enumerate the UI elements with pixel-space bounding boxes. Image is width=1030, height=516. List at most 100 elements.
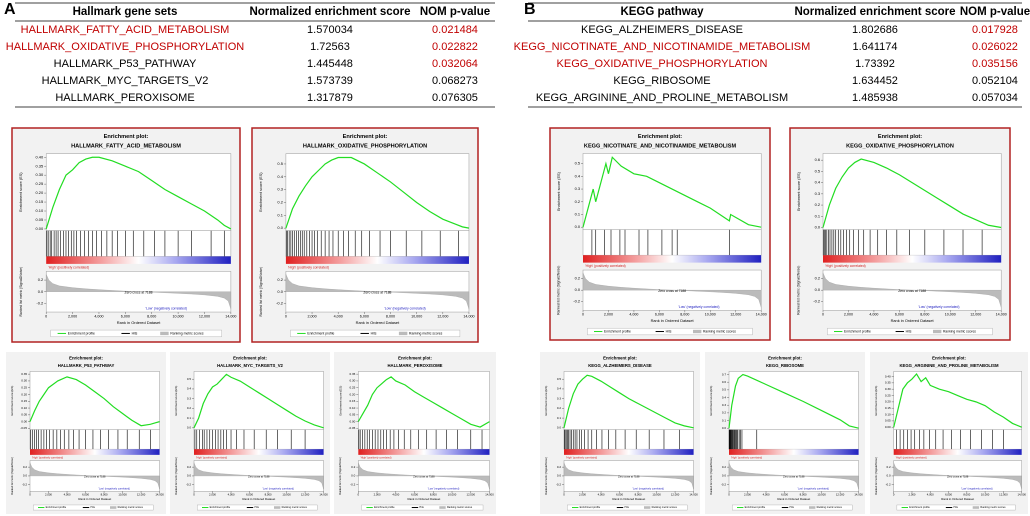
legend-label: Enrichment profile [745, 505, 766, 509]
x-tick-label: 6,000 [945, 492, 952, 496]
es-axis-label: Enrichment score (ES) [18, 172, 23, 212]
legend-label: Hits [666, 329, 672, 333]
y-tick-label: 0.30 [350, 379, 356, 383]
plot-heading: Enrichment plot: [69, 356, 103, 361]
y-tick-label: 0.0 [815, 225, 821, 230]
plot-title: KEGG_ARGININE_AND_PROLINE_METABOLISM [899, 363, 999, 368]
x-tick-label: 2,000 [909, 492, 916, 496]
plot-heading: Enrichment plot: [603, 356, 637, 361]
es-panel [582, 153, 762, 231]
y-tick-label: 0.35 [350, 372, 356, 376]
zero-cross-label: Zero cross at 7188 [413, 474, 435, 478]
low-label: 'Low' (negatively correlated) [262, 487, 294, 491]
x-tick-label: 2,000 [844, 313, 853, 317]
plot-title: HALLMARK_MYC_TARGETS_V2 [217, 363, 283, 368]
x-tick-label: 2,000 [579, 492, 586, 496]
x-tick-label: 6,000 [411, 492, 418, 496]
y-tick-label: 0.5 [575, 161, 580, 166]
y-tick-label: 0.5 [815, 168, 820, 173]
high-label: 'High' (positively correlated) [585, 264, 626, 268]
plot-title: KEGG_RIBOSOME [766, 363, 804, 368]
x-tick-label: 0 [582, 313, 584, 317]
plot-heading: Enrichment plot: [768, 356, 802, 361]
plot-heading: Enrichment plot: [104, 134, 149, 140]
x-tick-label: 12,000 [467, 492, 476, 496]
metric-tick-label: 0.2 [351, 465, 355, 469]
color-bar [30, 449, 160, 455]
x-tick-label: 14,000 [319, 492, 328, 496]
y-tick-label: 0.10 [350, 406, 356, 410]
y-tick-label: 0.1 [277, 212, 282, 217]
y-tick-label: 0.05 [350, 413, 356, 417]
x-tick-label: 10,000 [411, 314, 422, 318]
table-cell: 1.641174 [852, 41, 897, 53]
zero-cross-label: Zero cross at 7188 [84, 474, 106, 478]
table-cell: 1.485938 [852, 92, 898, 104]
legend-label: Enrichment profile [68, 331, 95, 335]
metric-axis-label: Ranked list metric (Signal2Noise) [174, 457, 178, 495]
x-tick-label: 10,000 [118, 492, 127, 496]
metric-tick-label: 0.2 [575, 276, 580, 281]
es-curve [357, 376, 490, 428]
table-cell: HALLMARK_PEROXISOME [55, 92, 194, 104]
metric-tick-label: 0.2 [38, 277, 43, 282]
y-tick-label: 0.4 [575, 173, 581, 178]
legend-label: Hits [371, 331, 377, 335]
y-tick-label: 0.40 [36, 154, 44, 159]
table-header: NOM p-value [960, 6, 1030, 18]
es-curve [285, 156, 470, 229]
legend-label: Enrichment profile [46, 505, 67, 509]
metric-axis-label: Ranked list metric (Signal2Noise) [338, 457, 342, 495]
y-tick-label: 0.05 [36, 217, 44, 222]
legend-label: Enrichment profile [604, 329, 631, 333]
es-panel [822, 153, 1002, 231]
metric-tick-label: 0.2 [557, 465, 561, 469]
x-tick-label: 10,000 [652, 492, 661, 496]
y-tick-label: 0.15 [350, 399, 356, 403]
legend-label: Ranking metric scores [943, 329, 976, 333]
table-cell: 1.445448 [307, 58, 353, 70]
y-tick-label: 0.25 [885, 393, 891, 397]
legend-label: Ranking metric scores [652, 505, 678, 509]
metric-axis-label: Ranked list metric (Signal2Noise) [19, 267, 23, 317]
metric-area [193, 462, 324, 490]
high-label: 'High' (positively correlated) [360, 455, 391, 459]
legend-swatch [160, 331, 169, 336]
x-tick-label: 6,000 [82, 492, 89, 496]
y-tick-label: 0.0 [557, 426, 561, 430]
legend-box [361, 504, 484, 511]
x-axis-label: Rank in Ordered Dataset [941, 497, 974, 501]
x-tick-label: 0 [358, 492, 360, 496]
metric-axis-label: Ranked list metric (Signal2Noise) [557, 266, 561, 315]
x-tick-label: 4,000 [598, 492, 605, 496]
es-axis-label: Enrichment score (ES) [796, 171, 801, 211]
table-cell: 1.72563 [310, 41, 350, 53]
low-label: 'Low' (negatively correlated) [384, 307, 426, 311]
es-panel [285, 153, 470, 231]
x-tick-label: 14,000 [463, 314, 474, 318]
legend-box [732, 504, 853, 511]
zero-cross-label: Zero cross at 7188 [248, 474, 270, 478]
zero-cross-label: Zero cross at 7188 [618, 474, 640, 478]
x-tick-label: 8,000 [680, 313, 689, 317]
metric-tick-label: 0.2 [23, 465, 27, 469]
y-tick-label: 0.00 [885, 425, 891, 429]
es-axis-label: Enrichment score (ES) [174, 386, 178, 416]
low-label: 'Low' (negatively correlated) [145, 307, 187, 311]
x-tick-label: 14,000 [485, 492, 494, 496]
y-tick-label: 0.40 [885, 374, 891, 378]
table-cell: 0.017928 [972, 24, 1018, 36]
x-tick-label: 4,000 [927, 492, 934, 496]
low-label: 'Low' (negatively correlated) [98, 487, 130, 491]
x-axis-label: Rank in Ordered Dataset [612, 497, 645, 501]
x-tick-label: 4,000 [763, 492, 770, 496]
color-bar [194, 449, 324, 455]
legend-label: Hits [90, 505, 95, 509]
legend-box [33, 504, 154, 511]
legend-box [196, 504, 318, 511]
x-tick-label: 0 [29, 492, 31, 496]
low-label: 'Low' (negatively correlated) [961, 487, 993, 491]
x-tick-label: 4,000 [629, 313, 638, 317]
x-tick-label: 0 [822, 313, 824, 317]
